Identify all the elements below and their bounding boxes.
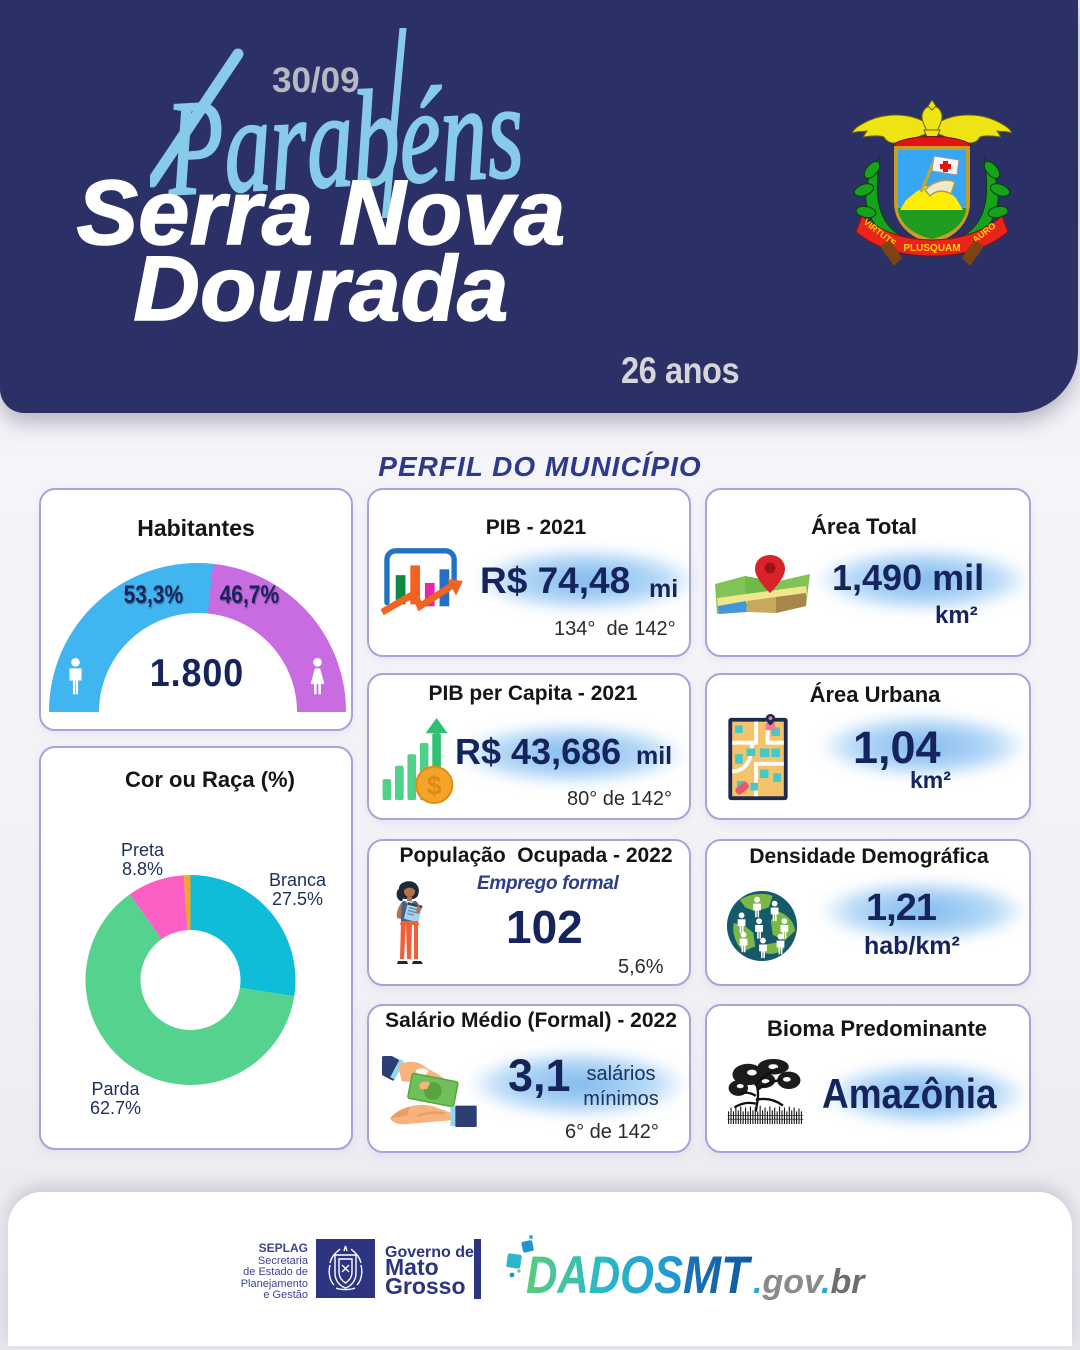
svg-text:MT: MT <box>683 1246 753 1304</box>
svg-text:DADOS: DADOS <box>526 1246 683 1304</box>
svg-text:.gov.br: .gov.br <box>753 1263 866 1301</box>
svg-text:$: $ <box>427 770 442 800</box>
svg-text:PLUSQUAM: PLUSQUAM <box>903 243 960 254</box>
